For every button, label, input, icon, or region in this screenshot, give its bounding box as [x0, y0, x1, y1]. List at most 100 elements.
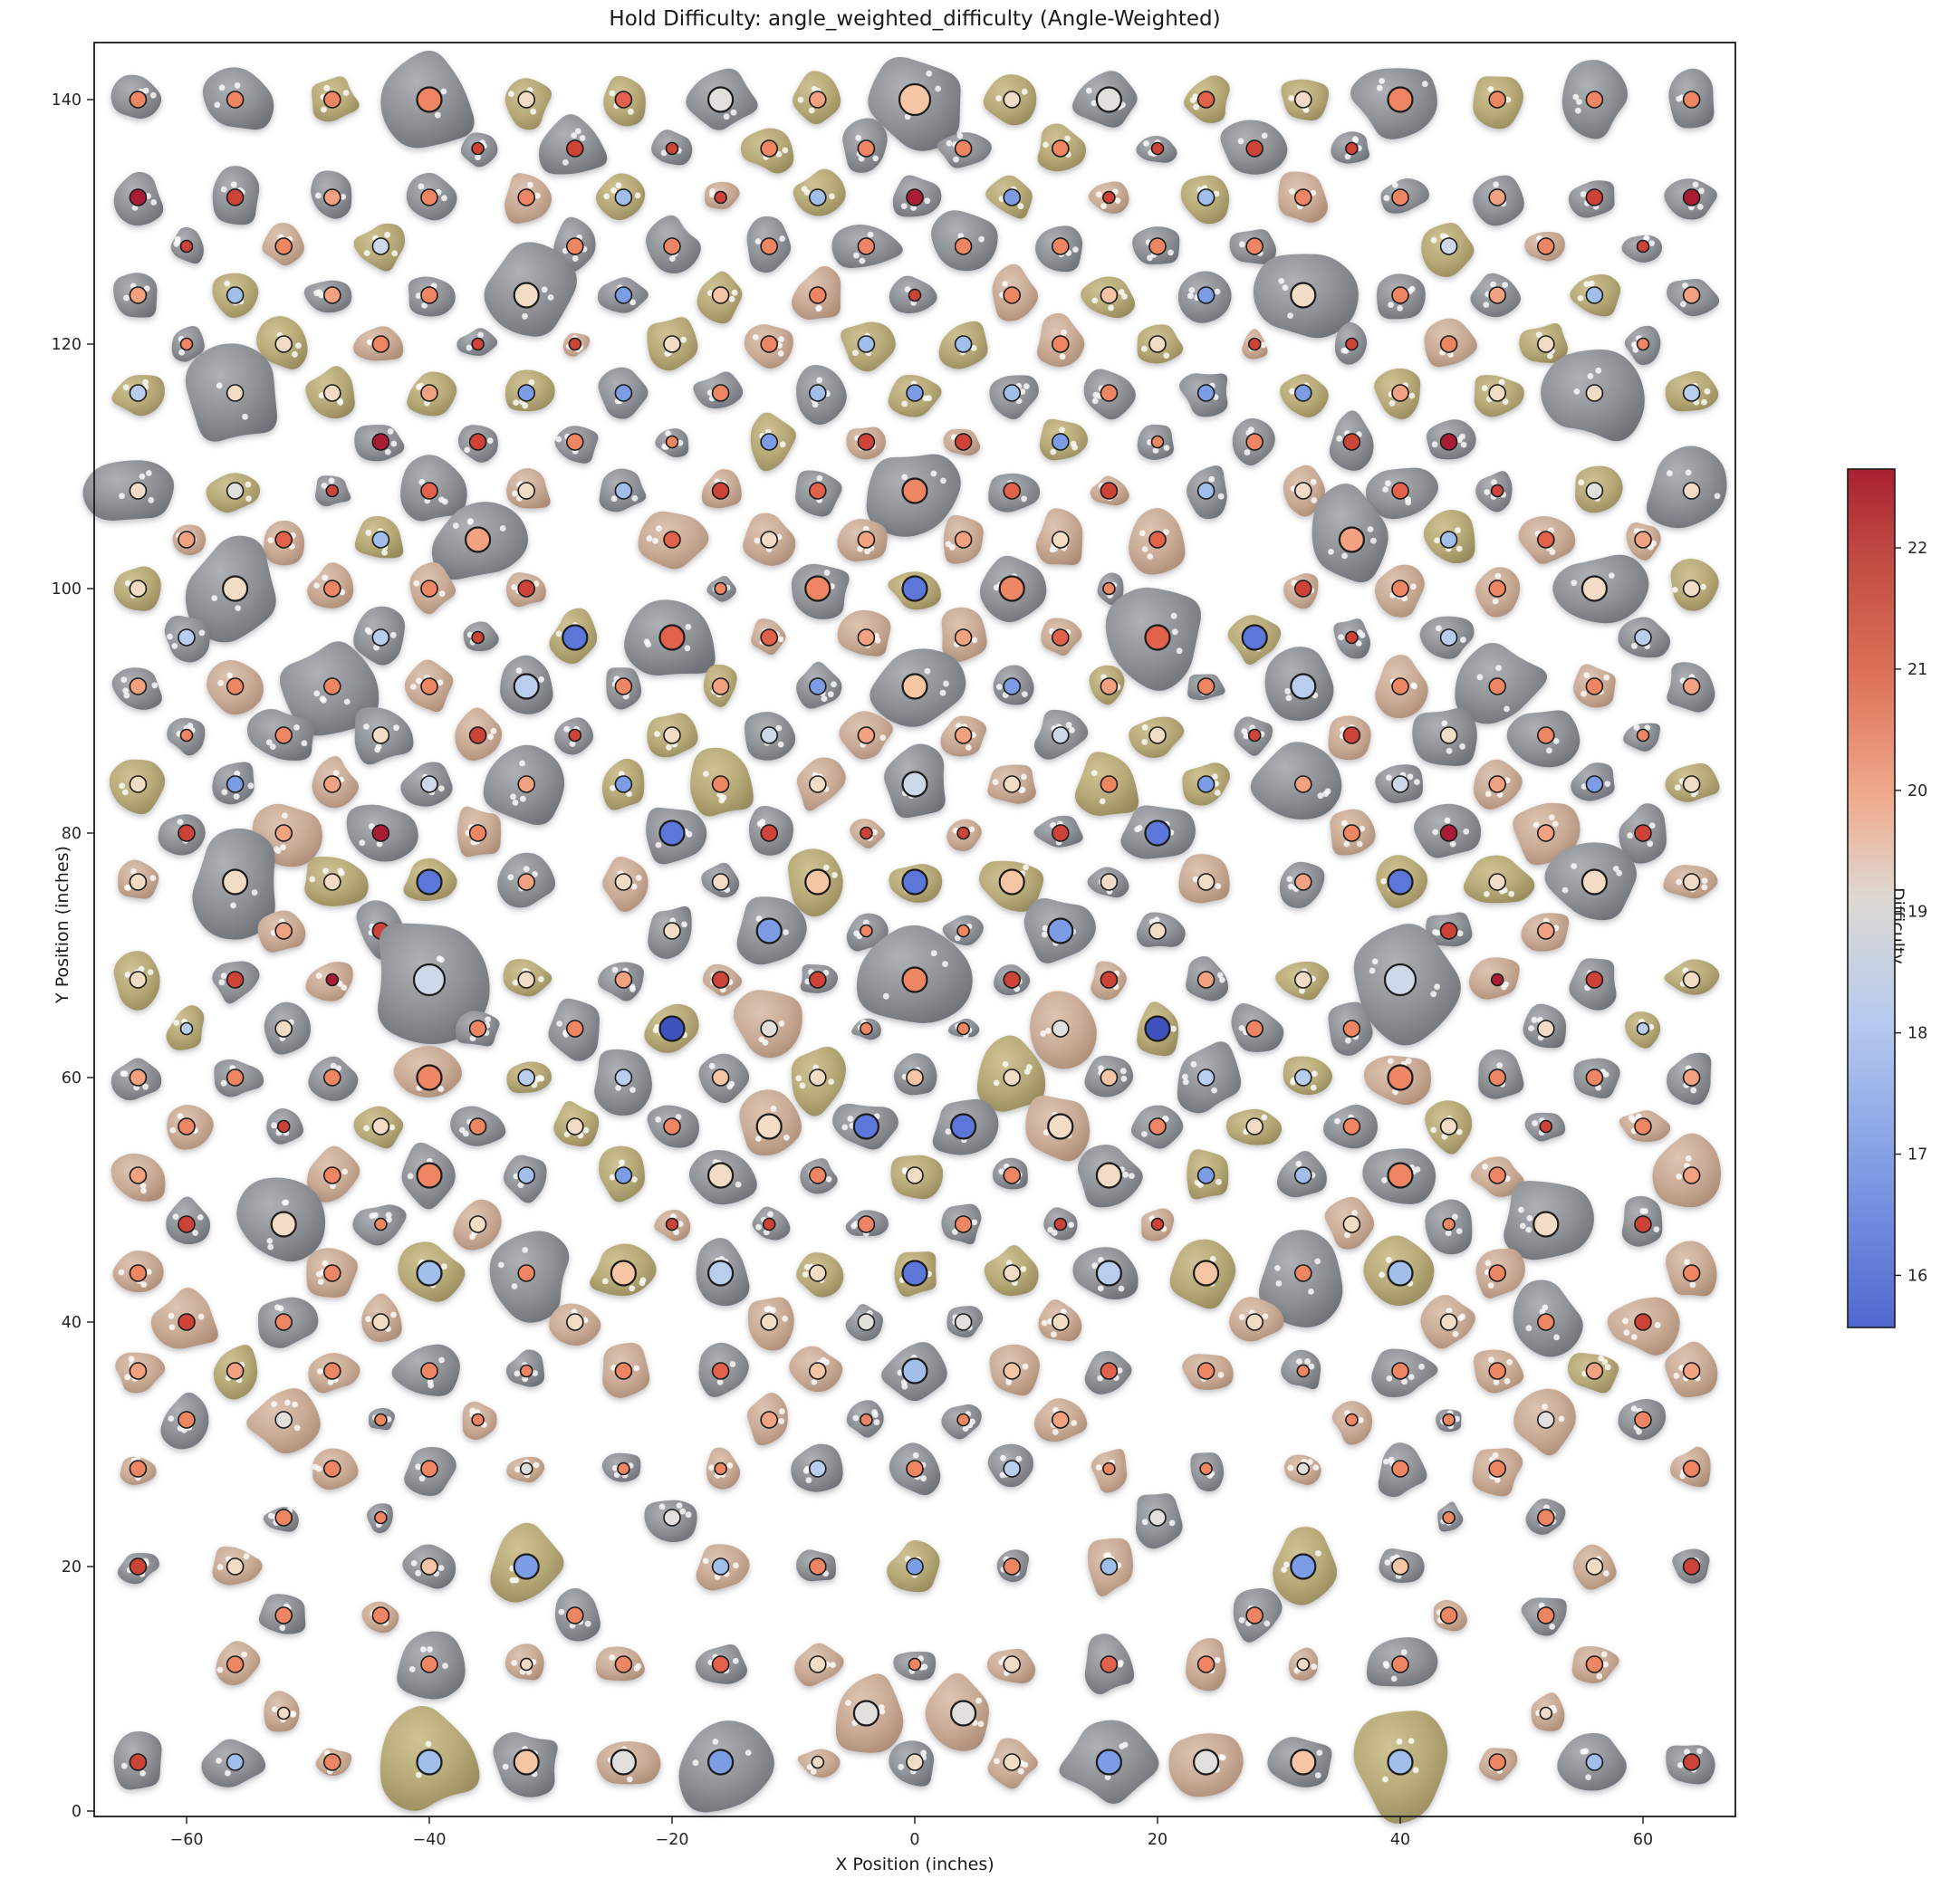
difficulty-marker: [1682, 1264, 1701, 1282]
difficulty-marker: [1003, 1655, 1021, 1673]
bolt-mark: [1459, 1313, 1466, 1320]
bolt-mark: [1487, 86, 1494, 92]
hold: [800, 1158, 838, 1194]
difficulty-marker: [568, 337, 582, 351]
hold: [1273, 1527, 1338, 1605]
bolt-mark: [858, 155, 865, 162]
bolt-mark: [332, 770, 340, 777]
bolt-mark: [1017, 1768, 1024, 1775]
hold: [378, 923, 490, 1044]
bolt-mark: [293, 724, 300, 731]
hold: [1521, 913, 1570, 952]
hold: [851, 1018, 881, 1040]
bolt-mark: [778, 336, 784, 343]
bolt-mark: [799, 1082, 806, 1089]
hold: [1470, 273, 1521, 318]
hold: [158, 814, 206, 856]
hold: [489, 1231, 570, 1323]
bolt-mark: [1015, 1455, 1023, 1462]
hold: [118, 859, 159, 899]
difficulty-marker: [1100, 384, 1119, 402]
bolt-mark: [783, 1134, 790, 1141]
hold: [1624, 325, 1661, 366]
bolt-mark: [945, 1128, 952, 1136]
bolt-mark: [321, 483, 328, 489]
bolt-mark: [1243, 733, 1250, 740]
hold: [845, 1304, 883, 1341]
bolt-mark: [217, 679, 225, 686]
hold: [1607, 1297, 1680, 1356]
bolt-mark: [686, 830, 693, 838]
hold: [170, 226, 204, 264]
difficulty-marker: [1537, 237, 1555, 255]
difficulty-marker: [1150, 435, 1165, 449]
difficulty-marker: [860, 826, 873, 840]
difficulty-marker: [517, 873, 536, 891]
bolt-mark: [1589, 280, 1595, 287]
bolt-mark: [1630, 1405, 1638, 1412]
hold: [167, 717, 206, 756]
bolt-mark: [251, 889, 258, 896]
hold: [1267, 1737, 1332, 1787]
hold: [171, 326, 205, 362]
difficulty-marker: [468, 433, 487, 451]
bolt-mark: [337, 399, 344, 406]
difficulty-marker: [1100, 286, 1119, 304]
y-tick-label: 0: [72, 1803, 82, 1821]
bolt-mark: [1022, 691, 1028, 697]
bolt-mark: [1546, 747, 1552, 754]
hold: [315, 475, 351, 507]
difficulty-marker: [226, 775, 245, 793]
difficulty-marker: [1488, 677, 1506, 695]
hold: [206, 473, 261, 513]
difficulty-marker: [908, 288, 922, 302]
bolt-mark: [1432, 829, 1439, 836]
difficulty-marker: [1196, 384, 1215, 402]
difficulty-marker: [322, 1362, 341, 1380]
difficulty-marker: [658, 624, 686, 651]
bolt-mark: [123, 692, 130, 699]
bolt-mark: [1021, 88, 1028, 95]
difficulty-marker: [1682, 1753, 1701, 1771]
difficulty-marker: [420, 482, 438, 500]
difficulty-marker: [274, 335, 293, 353]
hold: [538, 114, 608, 175]
hold: [1035, 225, 1083, 273]
difficulty-marker: [906, 188, 924, 206]
bolt-mark: [1689, 1281, 1696, 1289]
hold: [744, 712, 796, 761]
difficulty-marker: [954, 1215, 973, 1233]
hold: [1353, 924, 1461, 1046]
hold: [1328, 715, 1371, 761]
difficulty-marker: [565, 1606, 584, 1624]
difficulty-marker: [949, 1700, 977, 1727]
bolt-mark: [1701, 398, 1707, 406]
difficulty-marker: [1387, 1260, 1414, 1287]
bolt-mark: [441, 195, 447, 202]
bolt-mark: [1182, 1073, 1188, 1080]
bolt-mark: [123, 294, 130, 302]
bolt-mark: [1714, 493, 1721, 500]
difficulty-marker: [1539, 1119, 1553, 1134]
hold: [988, 473, 1041, 513]
difficulty-marker: [1442, 1510, 1456, 1525]
bolt-mark: [1311, 1663, 1318, 1671]
difficulty-marker: [1052, 1411, 1070, 1429]
bolt-mark: [415, 292, 422, 299]
hold: [978, 860, 1044, 912]
bolt-mark: [301, 740, 308, 747]
bolt-mark: [830, 1662, 836, 1669]
bolt-mark: [1601, 1358, 1609, 1366]
hold: [279, 641, 380, 736]
bolt-mark: [1283, 1561, 1290, 1568]
hold: [1670, 558, 1719, 611]
difficulty-marker: [1100, 1655, 1119, 1673]
x-tick-label: 0: [909, 1831, 919, 1849]
bolt-mark: [309, 876, 316, 883]
difficulty-marker: [1196, 971, 1215, 989]
bolt-mark: [390, 1311, 397, 1318]
bolt-mark: [1091, 297, 1099, 304]
difficulty-marker: [1488, 384, 1506, 402]
bolt-mark: [679, 1508, 687, 1515]
bolt-mark: [1288, 95, 1295, 101]
